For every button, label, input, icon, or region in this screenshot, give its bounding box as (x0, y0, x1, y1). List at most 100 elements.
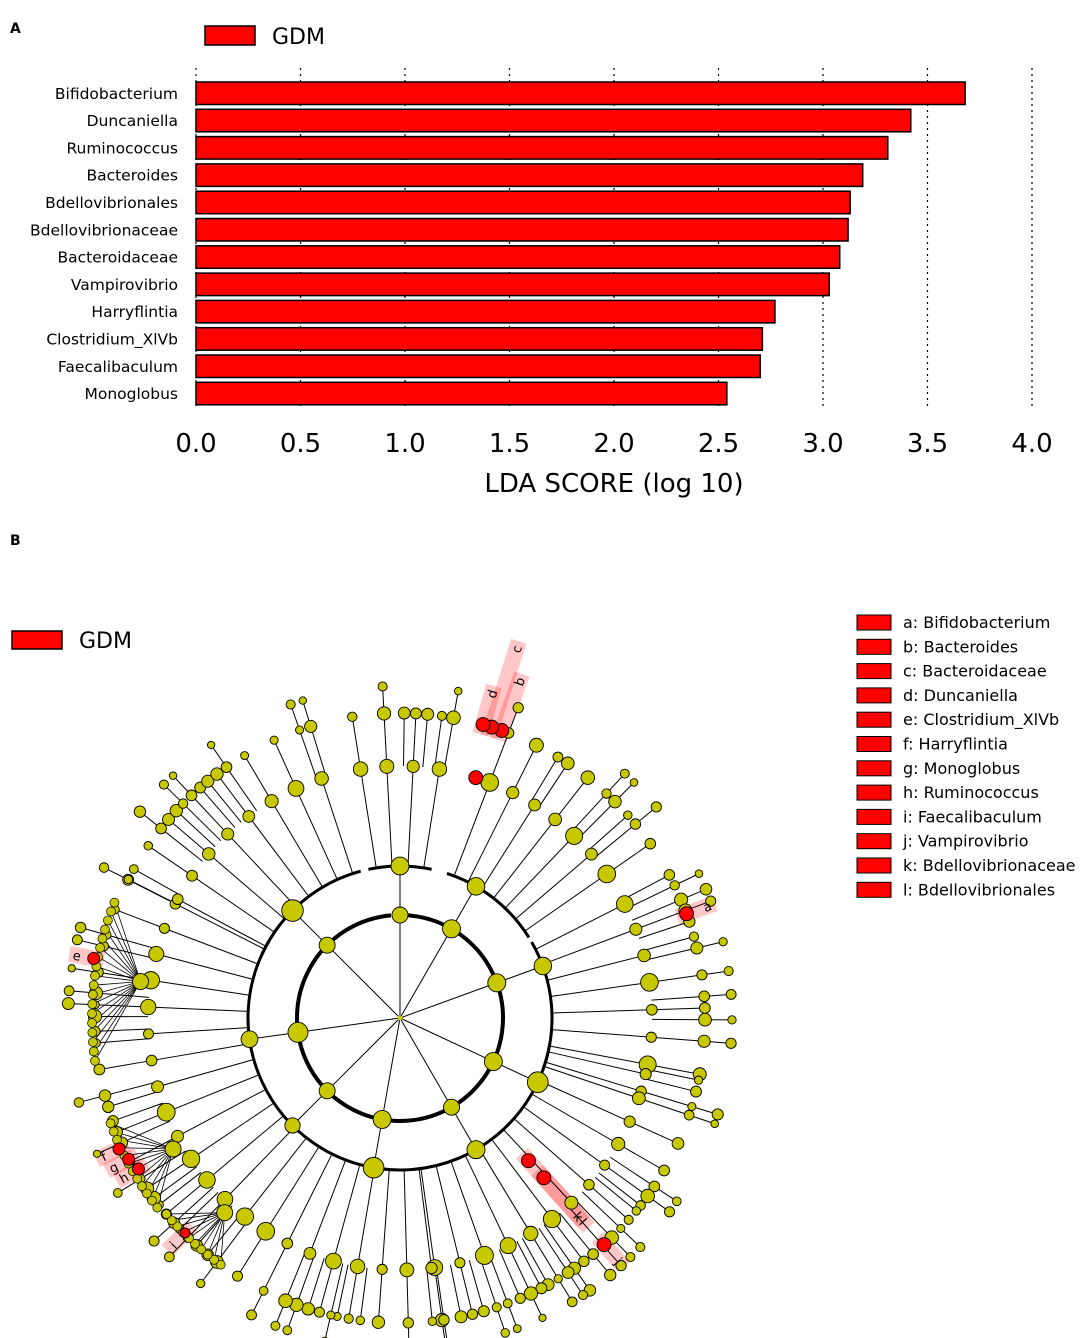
branch (286, 1153, 333, 1244)
branch-arc (446, 872, 531, 939)
key-swatch (856, 808, 892, 825)
taxon-node (352, 761, 369, 777)
taxon-node (201, 774, 215, 788)
taxon-node (578, 1255, 590, 1268)
branch (121, 1120, 171, 1144)
taxon-node (177, 798, 189, 809)
branch (538, 1227, 569, 1273)
taxon-node (502, 1298, 513, 1309)
branch (310, 726, 327, 778)
taxon-node (106, 906, 116, 917)
key-swatch (856, 711, 892, 728)
key-label: b: Bacteroides (903, 637, 1018, 656)
taxon-node (436, 710, 447, 721)
taxon-node (87, 1018, 97, 1028)
branch (110, 1122, 174, 1150)
taxon-node (466, 1140, 486, 1160)
taxon-node (379, 758, 395, 774)
taxon-node (90, 970, 100, 981)
branch (435, 1267, 445, 1320)
taxon-node (697, 1034, 711, 1048)
branch (226, 766, 258, 812)
category-label: Bdellovibrionaceae (30, 221, 178, 239)
branch (381, 1017, 401, 1120)
taxon-node (181, 1149, 201, 1169)
taxon-node (158, 922, 170, 934)
taxon-node (648, 1180, 661, 1193)
taxon-node (287, 780, 305, 797)
taxon-node (97, 933, 108, 944)
branch (171, 1212, 225, 1221)
taxon-node (362, 1156, 385, 1179)
branch (516, 1241, 542, 1289)
clade-key-legend: a: Bifidobacterium b: Bacteroides c: Bacte… (856, 613, 1076, 899)
taxon-node (410, 707, 422, 720)
branch (133, 868, 181, 896)
taxon-node (87, 1008, 97, 1019)
branch (108, 1090, 160, 1108)
branch (326, 944, 401, 1019)
panel-a-label: A (10, 21, 21, 37)
branch (360, 769, 377, 868)
highlighted-node (475, 717, 491, 732)
taxon-node (529, 737, 544, 753)
taxon-node (171, 893, 184, 906)
taxon-node (95, 942, 105, 953)
branch (407, 766, 414, 867)
clade-letter: f (99, 1150, 110, 1166)
taxon-node (168, 771, 178, 780)
taxon-node (88, 989, 98, 1000)
branch (182, 803, 222, 842)
key-label: a: Bifidobacterium (903, 613, 1050, 632)
highlighted-node (521, 1153, 536, 1169)
taxon-node (264, 794, 279, 809)
branch-arc (295, 913, 505, 1123)
taxon-node (269, 735, 279, 745)
root-node (397, 1015, 403, 1021)
taxon-node (103, 915, 113, 926)
key-label: j: Vampirovibrio (902, 832, 1029, 851)
branch (403, 1169, 408, 1270)
taxon-node (565, 826, 584, 845)
branch (216, 773, 250, 817)
taxon-node (725, 1037, 737, 1049)
taxon-node (287, 1021, 309, 1043)
taxon-node (128, 864, 139, 874)
branch (244, 1137, 307, 1217)
branch (399, 1017, 452, 1108)
category-label: Bacteroides (86, 167, 178, 185)
highlighted-node (468, 770, 484, 786)
taxon-node (190, 1239, 200, 1249)
taxon-node (133, 805, 147, 818)
branch (207, 780, 242, 823)
taxon-node (198, 1171, 216, 1189)
branch (538, 763, 569, 808)
taxon-node (431, 761, 448, 777)
taxon-node (561, 1266, 575, 1279)
branch (208, 853, 285, 920)
taxon-node (164, 1251, 175, 1263)
taxon-node (88, 980, 99, 991)
branch (207, 1213, 242, 1256)
taxon-node (215, 1259, 226, 1270)
branch (191, 795, 229, 835)
taxon-node (646, 1003, 658, 1016)
taxon-node (172, 1221, 183, 1232)
branch (554, 777, 589, 820)
taxon-node (325, 1252, 342, 1270)
legend-swatch-gdm (204, 25, 256, 46)
taxon-node (644, 837, 657, 850)
highlighted-node (132, 1162, 145, 1176)
branch-arc (260, 869, 362, 955)
branch (179, 1192, 219, 1230)
taxon-node (629, 922, 643, 936)
category-label: Vampirovibrio (71, 276, 178, 294)
branch-arc (496, 1044, 552, 1136)
branch (330, 1263, 344, 1316)
taxon-node (526, 1071, 549, 1094)
taxon-node (710, 1119, 720, 1129)
taxon-node (443, 1098, 460, 1116)
branch (297, 1017, 401, 1033)
bar (195, 163, 864, 188)
